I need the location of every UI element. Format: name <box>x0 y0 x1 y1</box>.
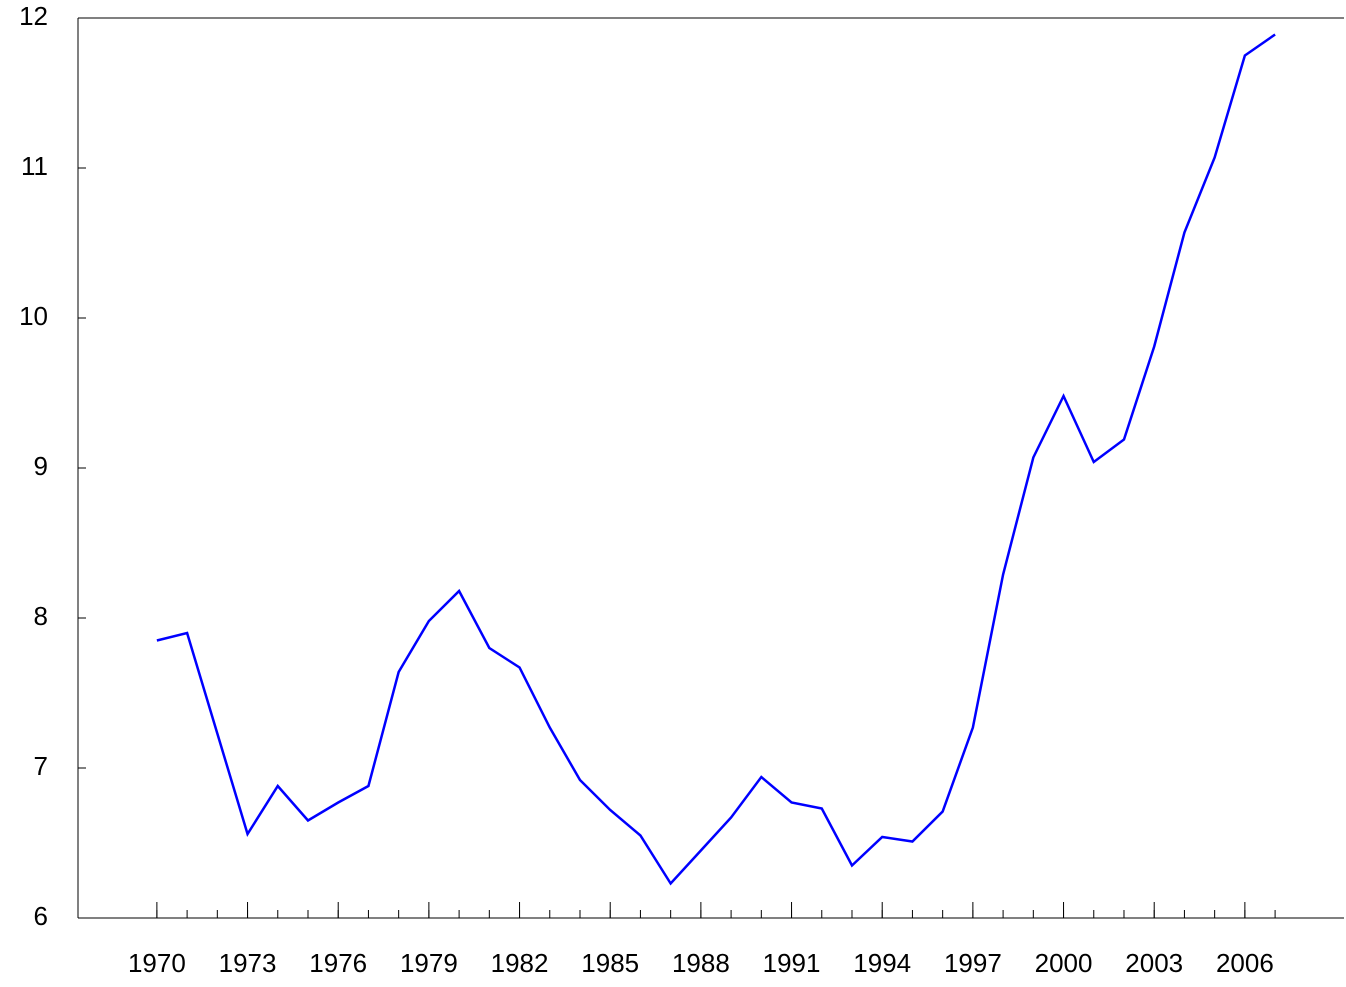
y-tick-label: 7 <box>34 751 48 781</box>
x-tick-label: 1991 <box>763 948 821 978</box>
x-tick-label: 2000 <box>1035 948 1093 978</box>
x-tick-label: 1997 <box>944 948 1002 978</box>
x-tick-label: 1982 <box>491 948 549 978</box>
y-tick-label: 11 <box>21 151 48 181</box>
x-tick-label: 1979 <box>400 948 458 978</box>
x-tick-label: 2003 <box>1125 948 1183 978</box>
y-tick-label: 12 <box>19 1 48 31</box>
x-tick-label: 1976 <box>309 948 367 978</box>
line-series <box>156 33 1276 886</box>
y-tick-label: 8 <box>34 601 48 631</box>
x-tick-label: 1973 <box>219 948 277 978</box>
y-tick-label: 6 <box>34 901 48 931</box>
y-tick-label: 10 <box>19 301 48 331</box>
x-tick-label: 2006 <box>1216 948 1274 978</box>
x-tick-label: 1985 <box>581 948 639 978</box>
x-tick-label: 1988 <box>672 948 730 978</box>
x-tick-label: 1970 <box>128 948 186 978</box>
x-tick-label: 1994 <box>853 948 911 978</box>
y-tick-label: 9 <box>34 451 48 481</box>
